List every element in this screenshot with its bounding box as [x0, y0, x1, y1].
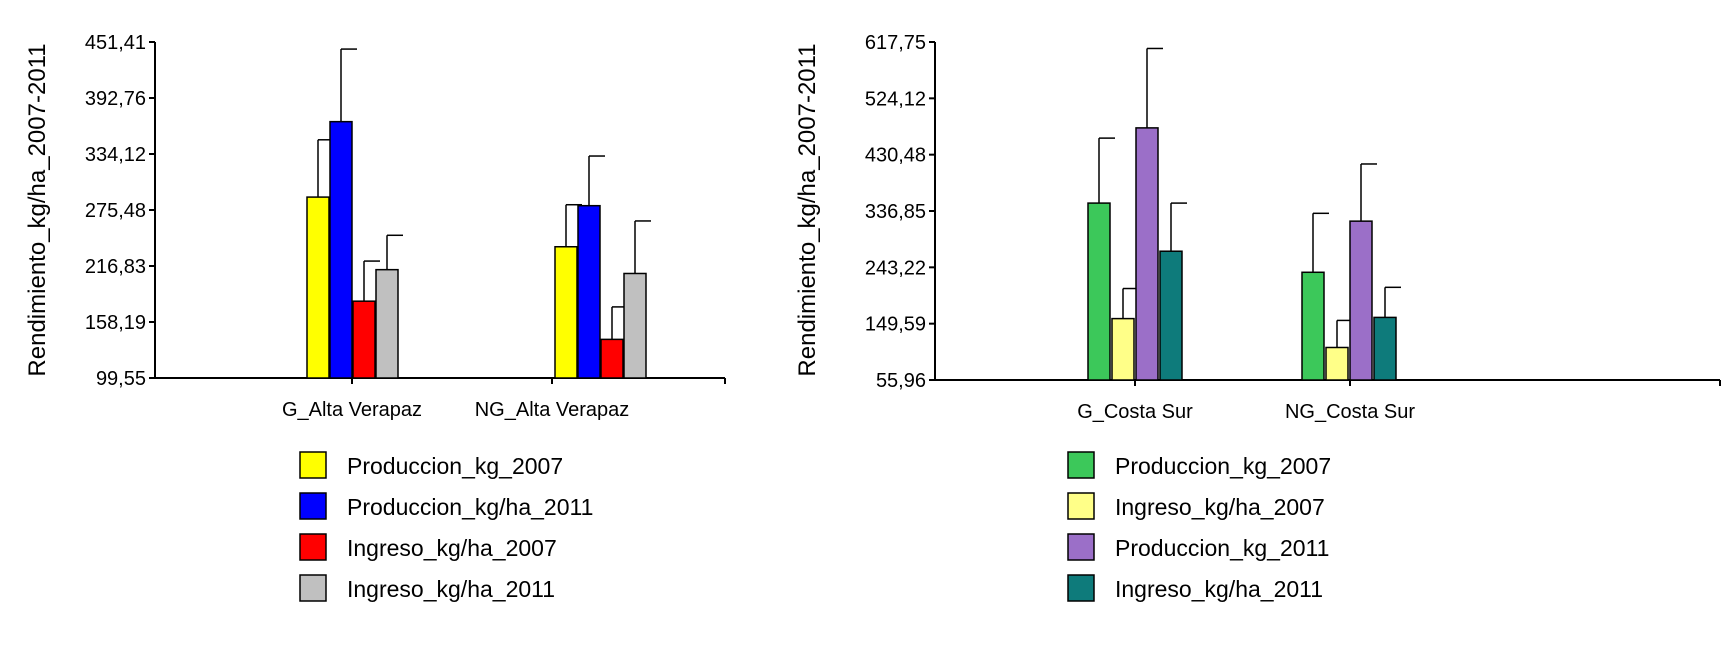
legend-swatch — [1067, 492, 1095, 520]
legend-label: Produccion_kg_2007 — [1115, 453, 1331, 479]
bar — [554, 245, 578, 379]
y-tick-label: 392,76 — [85, 88, 146, 110]
y-tick-label: 336,85 — [865, 201, 926, 223]
bar — [1373, 316, 1397, 381]
y-tick-label: 243,22 — [865, 257, 926, 279]
bar — [577, 204, 601, 379]
x-tick-label: G_Costa Sur — [1077, 401, 1193, 423]
y-tick-label: 451,41 — [85, 32, 146, 54]
bar — [1159, 250, 1183, 381]
legend-label: Produccion_kg_2011 — [1115, 535, 1329, 561]
legend-label: Ingreso_kg/ha_2007 — [1115, 494, 1325, 520]
y-tick-label: 617,75 — [865, 32, 926, 54]
bar — [623, 272, 647, 379]
chart-costa-sur: Rendimiento_kg/ha_2007-2011 55,96 149,59 24… — [794, 32, 1721, 602]
legend-label: Produccion_kg/ha_2011 — [347, 494, 593, 520]
chart-alta-verapaz: Rendimiento_kg/ha_2007-2011 99,55 158,19 21… — [24, 32, 726, 602]
y-axis-label: Rendimiento_kg/ha_2007-2011 — [24, 43, 51, 376]
y-tick-label: 216,83 — [85, 256, 146, 278]
x-tick-label: G_Alta Verapaz — [282, 399, 422, 421]
bar — [329, 120, 353, 379]
legend-swatch — [1067, 533, 1095, 561]
bar — [1325, 346, 1349, 381]
y-tick-label: 149,59 — [865, 314, 926, 336]
legend-label: Ingreso_kg/ha_2007 — [347, 535, 557, 561]
bar — [1111, 317, 1135, 381]
bar — [375, 268, 399, 379]
bar — [1349, 220, 1373, 381]
bar — [1135, 127, 1159, 381]
legend-label: Ingreso_kg/ha_2011 — [347, 576, 555, 602]
y-tick-label: 334,12 — [85, 144, 146, 166]
y-tick-label: 158,19 — [85, 312, 146, 334]
y-tick-label: 524,12 — [865, 88, 926, 110]
legend-swatch — [299, 492, 327, 520]
legend-label: Produccion_kg_2007 — [347, 453, 563, 479]
bar — [600, 338, 624, 379]
y-axis-label: Rendimiento_kg/ha_2007-2011 — [794, 43, 821, 376]
y-tick-label: 99,55 — [96, 368, 146, 390]
legend-swatch — [299, 574, 327, 602]
bar — [1087, 202, 1111, 381]
x-tick-label: NG_Alta Verapaz — [475, 399, 630, 421]
y-tick-label: 430,48 — [865, 145, 926, 167]
bar — [352, 300, 376, 379]
bar — [1301, 271, 1325, 381]
legend-swatch — [299, 451, 327, 479]
y-tick-label: 55,96 — [876, 370, 926, 392]
y-tick-label: 275,48 — [85, 200, 146, 222]
bar — [306, 196, 330, 379]
x-tick-label: NG_Costa Sur — [1285, 401, 1415, 423]
legend-swatch — [1067, 451, 1095, 479]
legend-swatch — [1067, 574, 1095, 602]
legend-label: Ingreso_kg/ha_2011 — [1115, 576, 1323, 602]
legend-swatch — [299, 533, 327, 561]
